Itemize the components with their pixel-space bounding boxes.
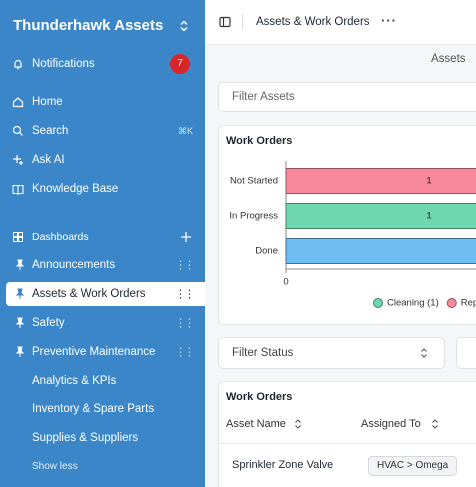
placeholder: Filter Status	[232, 347, 294, 359]
sort-icon-part	[295, 419, 301, 429]
nav-item[interactable]: Preventive Maintenance	[32, 346, 156, 358]
chevron-icon[interactable]	[178, 20, 190, 32]
nav-item[interactable]: Home	[32, 96, 63, 108]
badge: 7	[170, 54, 190, 74]
filter-input[interactable]: Filter Assets	[218, 82, 476, 112]
topbar	[205, 0, 476, 45]
shortcut: ⌘K	[178, 126, 194, 136]
bar	[285, 203, 476, 229]
data-label: 1	[426, 211, 432, 222]
grid-icon-part	[13, 232, 23, 242]
show-less[interactable]: Show less	[32, 461, 78, 472]
sparkle-icon	[13, 155, 23, 165]
divider	[242, 14, 243, 30]
x-tick-label: 0	[283, 277, 288, 288]
chevron-icon-part	[180, 20, 188, 32]
pin-icon	[15, 346, 25, 357]
legend-marker	[446, 298, 457, 308]
drag-handle[interactable]: ⋮⋮	[175, 317, 195, 330]
home-icon	[12, 97, 24, 108]
chevron-icon	[421, 348, 427, 358]
table-card: Work Orders Asset Name Assigned To Sprin…	[218, 381, 476, 487]
placeholder: Filter Assets	[232, 91, 295, 103]
column-header[interactable]: Asset Name	[226, 418, 286, 430]
drag-handle[interactable]: ⋮⋮	[175, 288, 195, 301]
section-label: Dashboards	[32, 231, 89, 243]
chart-card: Work Orders 0 Not Started In Progress Done 1…	[218, 125, 476, 325]
nav-item[interactable]: Analytics & KPIs	[32, 375, 117, 387]
row-divider	[219, 443, 476, 444]
bell-icon-part	[14, 59, 22, 70]
chart-title: Work Orders	[226, 135, 293, 147]
tab[interactable]: Assets	[431, 53, 466, 65]
sort-icon[interactable]	[292, 418, 304, 430]
workspace-name[interactable]: Thunderhawk Assets	[13, 17, 164, 34]
table-title: Work Orders	[226, 391, 293, 403]
table-cell: Sprinkler Zone Valve	[232, 459, 334, 471]
legend-label: Cleaning (1)	[387, 298, 439, 309]
nav-item-selected[interactable]: Assets & Work Orders	[32, 288, 146, 300]
grid-icon	[13, 232, 23, 242]
pin-icon-part	[15, 346, 25, 357]
legend-marker	[373, 298, 383, 308]
pin-icon	[15, 288, 25, 299]
drag-handle[interactable]: ⋮⋮	[175, 346, 195, 359]
sort-icon-part	[432, 419, 438, 429]
chevron-icon-part	[421, 348, 427, 358]
more-button[interactable]: ···	[381, 13, 397, 28]
home-icon-part	[12, 97, 24, 108]
sidebar: Thunderhawk Assets Notifications 7 Home …	[0, 0, 205, 487]
search-icon-part	[12, 125, 22, 135]
search-icon-part	[19, 132, 23, 136]
sort-icon[interactable]	[429, 418, 441, 430]
selected-highlight	[6, 282, 205, 306]
nav-item[interactable]: Notifications	[32, 58, 95, 70]
legend-label: Rep	[461, 298, 476, 309]
filter-select[interactable]: Filter Status	[218, 337, 445, 369]
pin-icon-part	[15, 288, 25, 299]
nav-item[interactable]: Knowledge Base	[32, 183, 119, 195]
nav-item[interactable]: Safety	[32, 317, 65, 329]
nav-item[interactable]: Ask AI	[32, 154, 65, 166]
nav-item[interactable]: Announcements	[32, 259, 116, 271]
nav-item[interactable]: Inventory & Spare Parts	[32, 403, 155, 415]
pin-icon	[15, 259, 25, 270]
drag-handle[interactable]: ⋮⋮	[175, 259, 195, 272]
book-icon-part	[12, 184, 24, 195]
filter-select[interactable]	[456, 337, 476, 369]
y-tick-label: Not Started	[230, 176, 278, 187]
add-icon-part	[181, 232, 191, 242]
add-icon[interactable]	[180, 231, 192, 243]
search-icon	[12, 125, 23, 136]
sidebar-toggle-part	[219, 16, 231, 28]
bell-icon	[14, 59, 22, 70]
pin-icon-part	[15, 259, 25, 270]
bar	[285, 238, 476, 264]
column-header[interactable]: Assigned To	[361, 418, 421, 430]
y-tick-label: In Progress	[229, 211, 278, 222]
nav-item[interactable]: Search	[32, 125, 69, 137]
sparkle-icon-part	[13, 155, 23, 165]
pin-icon-part	[15, 317, 25, 328]
pin-icon	[15, 317, 25, 328]
y-tick-label: Done	[255, 246, 278, 257]
page-title: Assets & Work Orders	[256, 16, 370, 28]
bar	[285, 168, 476, 194]
book-icon	[12, 184, 24, 195]
nav-item[interactable]: Supplies & Suppliers	[32, 432, 139, 444]
tag: HVAC > Omega	[368, 456, 458, 476]
data-label: 1	[426, 176, 432, 187]
sidebar-toggle[interactable]	[219, 16, 231, 28]
